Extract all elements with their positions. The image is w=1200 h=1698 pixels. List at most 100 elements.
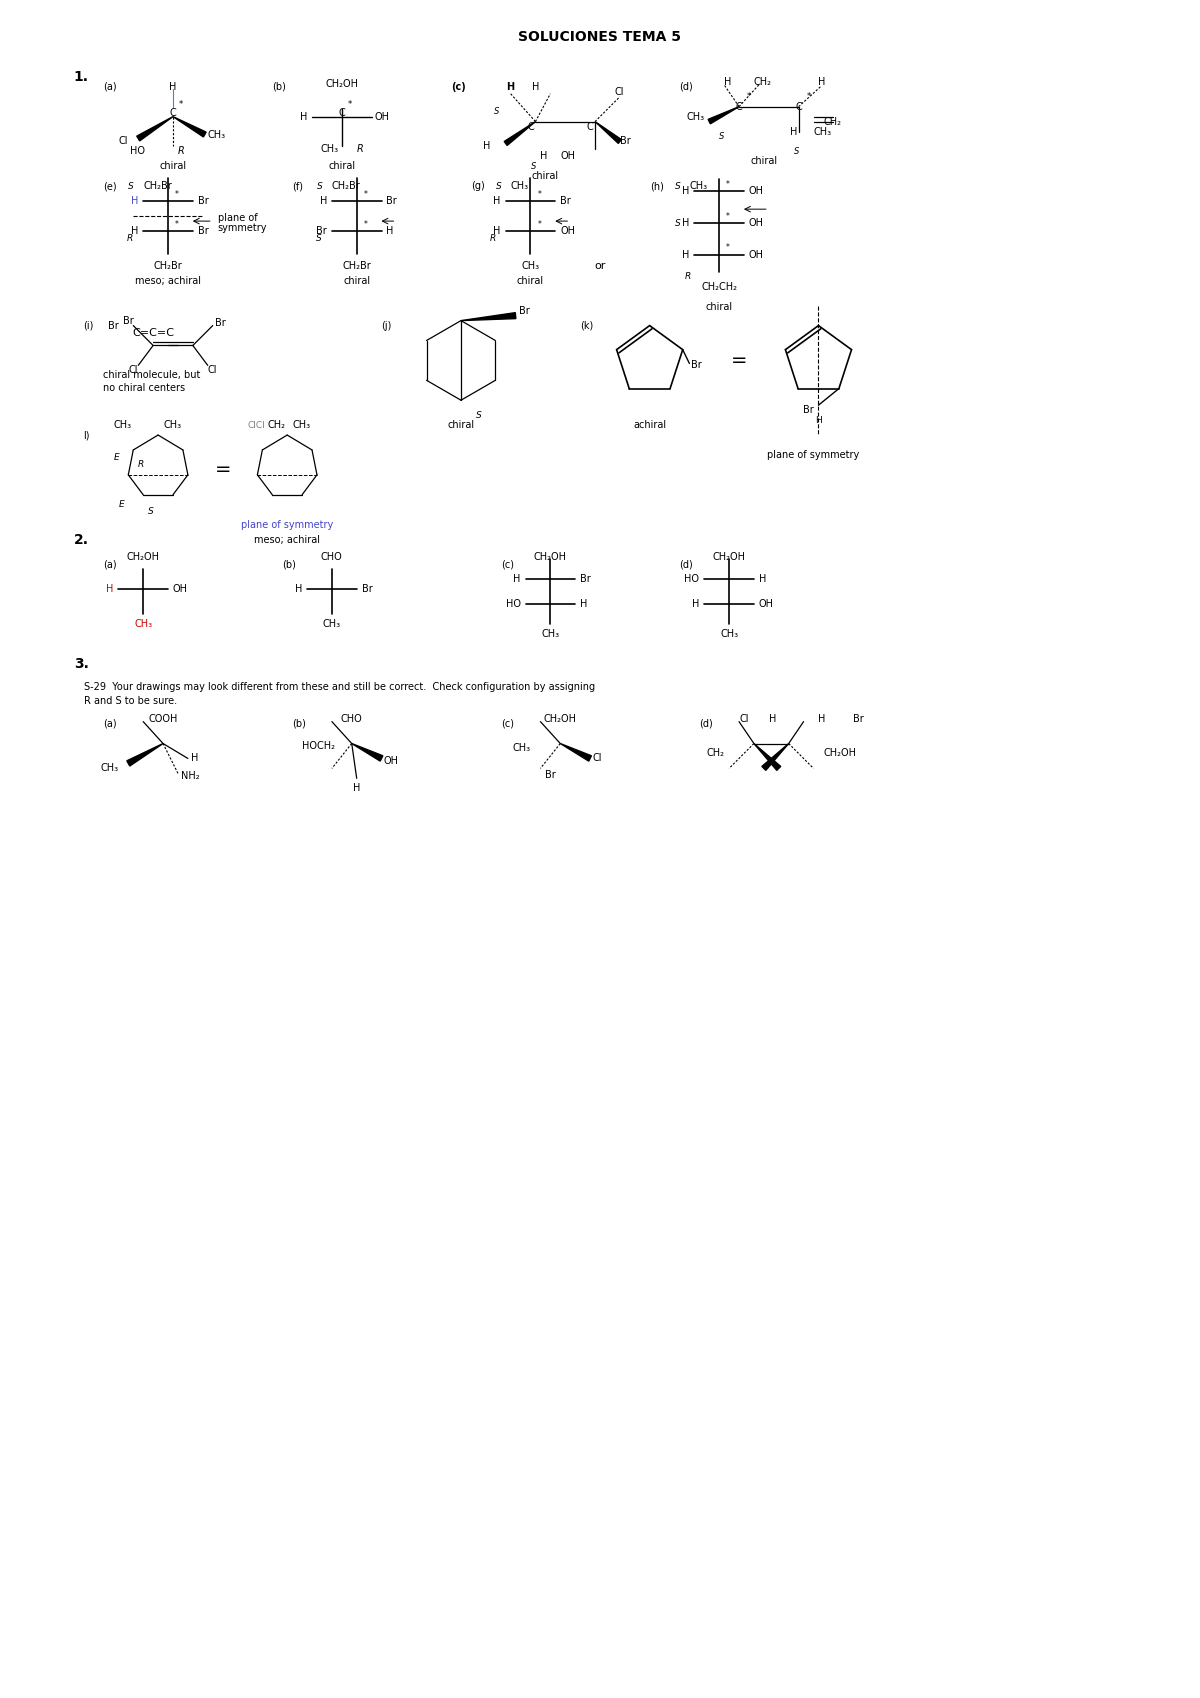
Text: (c): (c) — [500, 718, 514, 728]
Text: chiral: chiral — [343, 275, 371, 285]
Text: H: H — [300, 112, 307, 122]
Text: =: = — [215, 460, 230, 479]
Text: CH₂: CH₂ — [706, 749, 724, 759]
Text: Br: Br — [580, 574, 590, 584]
Polygon shape — [137, 117, 173, 141]
Text: C: C — [169, 107, 176, 117]
Text: SOLUCIONES TEMA 5: SOLUCIONES TEMA 5 — [518, 31, 682, 44]
Text: CH₂: CH₂ — [268, 419, 286, 430]
Polygon shape — [560, 744, 592, 761]
Text: CH₃: CH₃ — [686, 112, 704, 122]
Text: E: E — [114, 453, 119, 462]
Text: Cl: Cl — [739, 713, 749, 723]
Text: CH₃: CH₃ — [689, 182, 708, 192]
Text: (e): (e) — [103, 182, 118, 192]
Polygon shape — [461, 312, 516, 321]
Text: 2.: 2. — [73, 533, 89, 547]
Text: CH₃: CH₃ — [323, 620, 341, 630]
Text: OH: OH — [749, 250, 764, 260]
Text: H: H — [818, 76, 826, 87]
Text: (d): (d) — [679, 559, 694, 569]
Text: H: H — [484, 141, 491, 151]
Text: CH₂: CH₂ — [754, 76, 772, 87]
Text: HO: HO — [684, 574, 700, 584]
Text: H: H — [319, 197, 326, 205]
Text: CH₃: CH₃ — [208, 129, 226, 139]
Text: Cl: Cl — [128, 365, 138, 375]
Text: CH₂OH: CH₂OH — [325, 78, 359, 88]
Text: (b): (b) — [282, 559, 296, 569]
Polygon shape — [708, 107, 739, 124]
Text: S: S — [476, 411, 481, 419]
Text: C: C — [587, 122, 594, 131]
Text: E: E — [119, 501, 124, 509]
Polygon shape — [754, 744, 781, 771]
Text: Br: Br — [518, 306, 529, 316]
Text: H: H — [580, 599, 588, 610]
Text: Br: Br — [691, 360, 702, 370]
Text: OH: OH — [560, 151, 575, 161]
Text: chiral: chiral — [448, 419, 474, 430]
Text: H: H — [106, 584, 114, 594]
Text: symmetry: symmetry — [217, 222, 268, 233]
Text: plane of symmetry: plane of symmetry — [241, 520, 334, 530]
Text: CH₃: CH₃ — [292, 419, 311, 430]
Text: (j): (j) — [382, 321, 392, 331]
Text: H: H — [692, 599, 700, 610]
Text: chiral: chiral — [160, 161, 186, 171]
Text: R: R — [127, 234, 133, 243]
Text: *: * — [348, 100, 352, 109]
Text: CH₂Br: CH₂Br — [342, 261, 371, 272]
Text: Br: Br — [215, 318, 226, 328]
Text: H: H — [540, 151, 547, 161]
Text: *: * — [179, 100, 184, 109]
Text: H: H — [514, 574, 521, 584]
Text: S: S — [793, 148, 799, 156]
Text: HOCH₂: HOCH₂ — [302, 740, 335, 751]
Text: (c): (c) — [500, 559, 514, 569]
Text: CH₃: CH₃ — [134, 620, 152, 630]
Text: plane of symmetry: plane of symmetry — [767, 450, 859, 460]
Text: R: R — [178, 146, 185, 156]
Text: achiral: achiral — [634, 419, 666, 430]
Text: Br: Br — [803, 406, 814, 416]
Text: H: H — [790, 127, 797, 136]
Text: R: R — [356, 144, 364, 155]
Text: CHO: CHO — [341, 713, 362, 723]
Text: HO: HO — [505, 599, 521, 610]
Text: S: S — [317, 182, 323, 190]
Text: R: R — [138, 460, 144, 469]
Text: *: * — [538, 219, 541, 229]
Text: S: S — [148, 508, 154, 516]
Text: =: = — [731, 351, 748, 370]
Text: CH₃: CH₃ — [522, 261, 540, 272]
Text: CH₃: CH₃ — [541, 628, 559, 638]
Text: CH₂Br: CH₂Br — [332, 182, 361, 192]
Text: Br: Br — [545, 771, 556, 781]
Text: CH₂OH: CH₂OH — [127, 552, 160, 562]
Text: S: S — [530, 161, 536, 171]
Text: Br: Br — [108, 321, 119, 331]
Polygon shape — [762, 744, 788, 771]
Polygon shape — [504, 122, 535, 146]
Text: (a): (a) — [103, 718, 118, 728]
Text: OH: OH — [758, 599, 774, 610]
Text: COOH: COOH — [149, 713, 178, 723]
Text: CH₂OH: CH₂OH — [713, 552, 745, 562]
Text: chiral: chiral — [532, 171, 559, 182]
Text: H: H — [131, 197, 138, 205]
Text: Br: Br — [316, 226, 326, 236]
Text: H: H — [493, 197, 500, 205]
Text: (c): (c) — [451, 82, 466, 92]
Text: (k): (k) — [580, 321, 593, 331]
Text: 1.: 1. — [73, 70, 89, 83]
Text: H: H — [758, 574, 767, 584]
Text: Cl: Cl — [592, 754, 601, 764]
Text: Cl: Cl — [614, 87, 624, 97]
Text: C: C — [527, 122, 534, 131]
Text: (a): (a) — [103, 82, 118, 92]
Text: *: * — [175, 190, 179, 199]
Text: CH₃: CH₃ — [114, 419, 132, 430]
Text: CH₃: CH₃ — [720, 628, 738, 638]
Text: *: * — [726, 243, 730, 253]
